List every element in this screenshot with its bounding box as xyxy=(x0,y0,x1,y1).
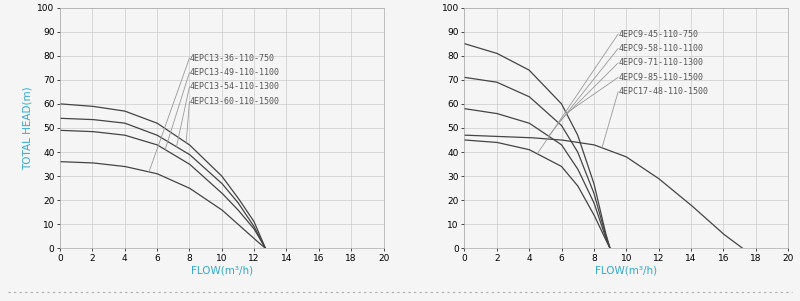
X-axis label: FLOW(m³/h): FLOW(m³/h) xyxy=(595,266,658,276)
Text: 4EPC13-36-110-750: 4EPC13-36-110-750 xyxy=(190,54,274,63)
Text: 4EPC13-54-110-1300: 4EPC13-54-110-1300 xyxy=(190,82,279,92)
Text: 4EPC13-60-110-1500: 4EPC13-60-110-1500 xyxy=(190,97,279,106)
Text: 4EPC13-49-110-1100: 4EPC13-49-110-1100 xyxy=(190,68,279,77)
Text: 4EPC9-45-110-750: 4EPC9-45-110-750 xyxy=(618,29,698,39)
X-axis label: FLOW(m³/h): FLOW(m³/h) xyxy=(190,266,253,276)
Text: 4EPC9-71-110-1300: 4EPC9-71-110-1300 xyxy=(618,58,703,67)
Y-axis label: TOTAL HEAD(m): TOTAL HEAD(m) xyxy=(23,86,33,170)
Text: 4EPC9-85-110-1500: 4EPC9-85-110-1500 xyxy=(618,73,703,82)
Text: 4EPC17-48-110-1500: 4EPC17-48-110-1500 xyxy=(618,87,708,96)
Text: 4EPC9-58-110-1100: 4EPC9-58-110-1100 xyxy=(618,44,703,53)
